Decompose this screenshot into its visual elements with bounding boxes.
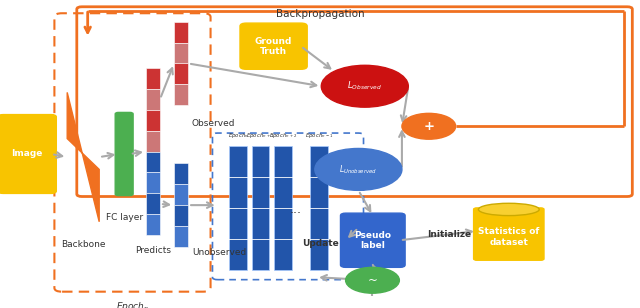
Text: Pseudo
label: Pseudo label [355,231,391,250]
Bar [146,172,160,193]
Circle shape [346,267,399,293]
Bar [174,184,188,205]
Bar [146,152,160,172]
FancyBboxPatch shape [240,23,307,69]
Bar [174,22,188,43]
Text: Unobserved: Unobserved [192,248,246,257]
Text: ...: ... [290,203,301,216]
Bar [174,43,188,63]
Text: $Epoch_{n+2}$: $Epoch_{n+2}$ [269,131,297,140]
Bar [174,63,188,84]
FancyBboxPatch shape [0,115,56,193]
Text: Predicts: Predicts [135,246,171,255]
Text: $L_{Unobserved}$: $L_{Unobserved}$ [339,163,378,176]
Bar [174,163,188,184]
Text: $Epoch_n$: $Epoch_n$ [228,131,248,140]
Polygon shape [67,92,99,222]
Bar [229,146,247,270]
Bar [146,68,160,89]
Text: Backbone: Backbone [61,240,106,249]
Ellipse shape [479,203,540,216]
Bar [174,226,188,247]
Bar [310,146,328,270]
FancyBboxPatch shape [340,213,405,267]
Bar [146,193,160,214]
Text: $Epoch_{n+1}$: $Epoch_{n+1}$ [246,131,275,140]
Text: Image: Image [12,149,43,159]
Text: +: + [423,120,435,133]
Text: Observed: Observed [192,119,236,128]
Circle shape [315,148,402,190]
Text: $L_{Observed}$: $L_{Observed}$ [348,80,382,92]
Circle shape [402,113,456,139]
Bar [174,84,188,105]
Bar [174,205,188,226]
Text: $Epoch_n$: $Epoch_n$ [116,300,149,308]
FancyBboxPatch shape [115,112,133,196]
Text: Ground
Truth: Ground Truth [255,37,292,56]
Circle shape [321,65,408,107]
Bar [146,214,160,235]
Text: ~: ~ [367,274,378,287]
Bar [146,131,160,152]
Text: Initialize: Initialize [428,229,472,239]
FancyBboxPatch shape [474,208,544,260]
Text: Update: Update [303,239,339,248]
Bar [146,89,160,110]
Text: FC layer: FC layer [106,213,143,221]
Text: Backpropagation: Backpropagation [276,9,364,19]
Bar [252,146,269,270]
Bar [274,146,292,270]
Text: $Epoch_{n-1}$: $Epoch_{n-1}$ [305,131,333,140]
Text: Statistics of
dataset: Statistics of dataset [478,228,540,247]
Bar [146,110,160,131]
